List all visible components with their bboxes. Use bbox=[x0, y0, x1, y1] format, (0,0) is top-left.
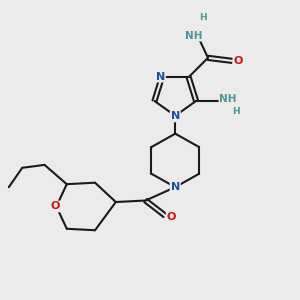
Text: O: O bbox=[234, 56, 243, 66]
Text: NH: NH bbox=[219, 94, 237, 104]
Text: N: N bbox=[171, 111, 180, 122]
Text: H: H bbox=[232, 107, 240, 116]
Text: N: N bbox=[156, 72, 165, 82]
Text: H: H bbox=[199, 13, 206, 22]
Text: N: N bbox=[171, 182, 180, 192]
Text: NH: NH bbox=[185, 31, 203, 40]
Text: O: O bbox=[50, 202, 60, 212]
Text: O: O bbox=[167, 212, 176, 222]
